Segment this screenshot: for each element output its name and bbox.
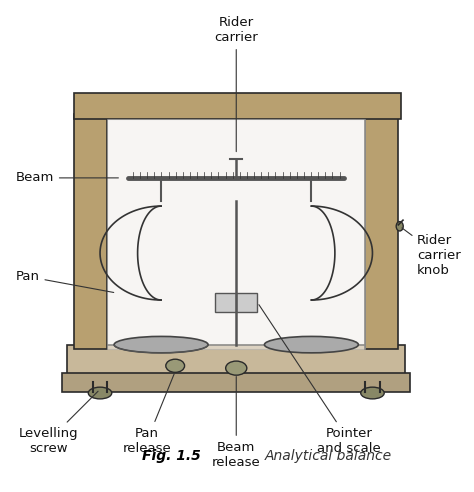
Ellipse shape: [226, 361, 247, 375]
FancyBboxPatch shape: [365, 115, 398, 349]
Ellipse shape: [166, 359, 184, 372]
Text: Pan
release: Pan release: [123, 374, 174, 455]
Text: Pan: Pan: [16, 270, 114, 292]
Text: Levelling
screw: Levelling screw: [18, 391, 98, 455]
Text: Beam
release: Beam release: [212, 376, 261, 469]
FancyBboxPatch shape: [67, 344, 405, 377]
Ellipse shape: [264, 337, 358, 353]
Ellipse shape: [361, 387, 384, 399]
FancyBboxPatch shape: [74, 93, 401, 119]
Ellipse shape: [114, 337, 208, 353]
FancyBboxPatch shape: [215, 293, 257, 312]
FancyBboxPatch shape: [63, 373, 410, 392]
FancyBboxPatch shape: [107, 119, 365, 349]
Text: Fig. 1.5: Fig. 1.5: [142, 449, 201, 463]
Text: Beam: Beam: [16, 171, 118, 184]
Text: Rider
carrier
knob: Rider carrier knob: [402, 228, 461, 277]
Text: Rider
carrier: Rider carrier: [214, 16, 258, 152]
Text: Analytical balance: Analytical balance: [264, 449, 392, 463]
FancyBboxPatch shape: [74, 115, 107, 349]
Ellipse shape: [396, 221, 403, 231]
Text: Pointer
and scale: Pointer and scale: [259, 305, 381, 455]
Ellipse shape: [88, 387, 112, 399]
